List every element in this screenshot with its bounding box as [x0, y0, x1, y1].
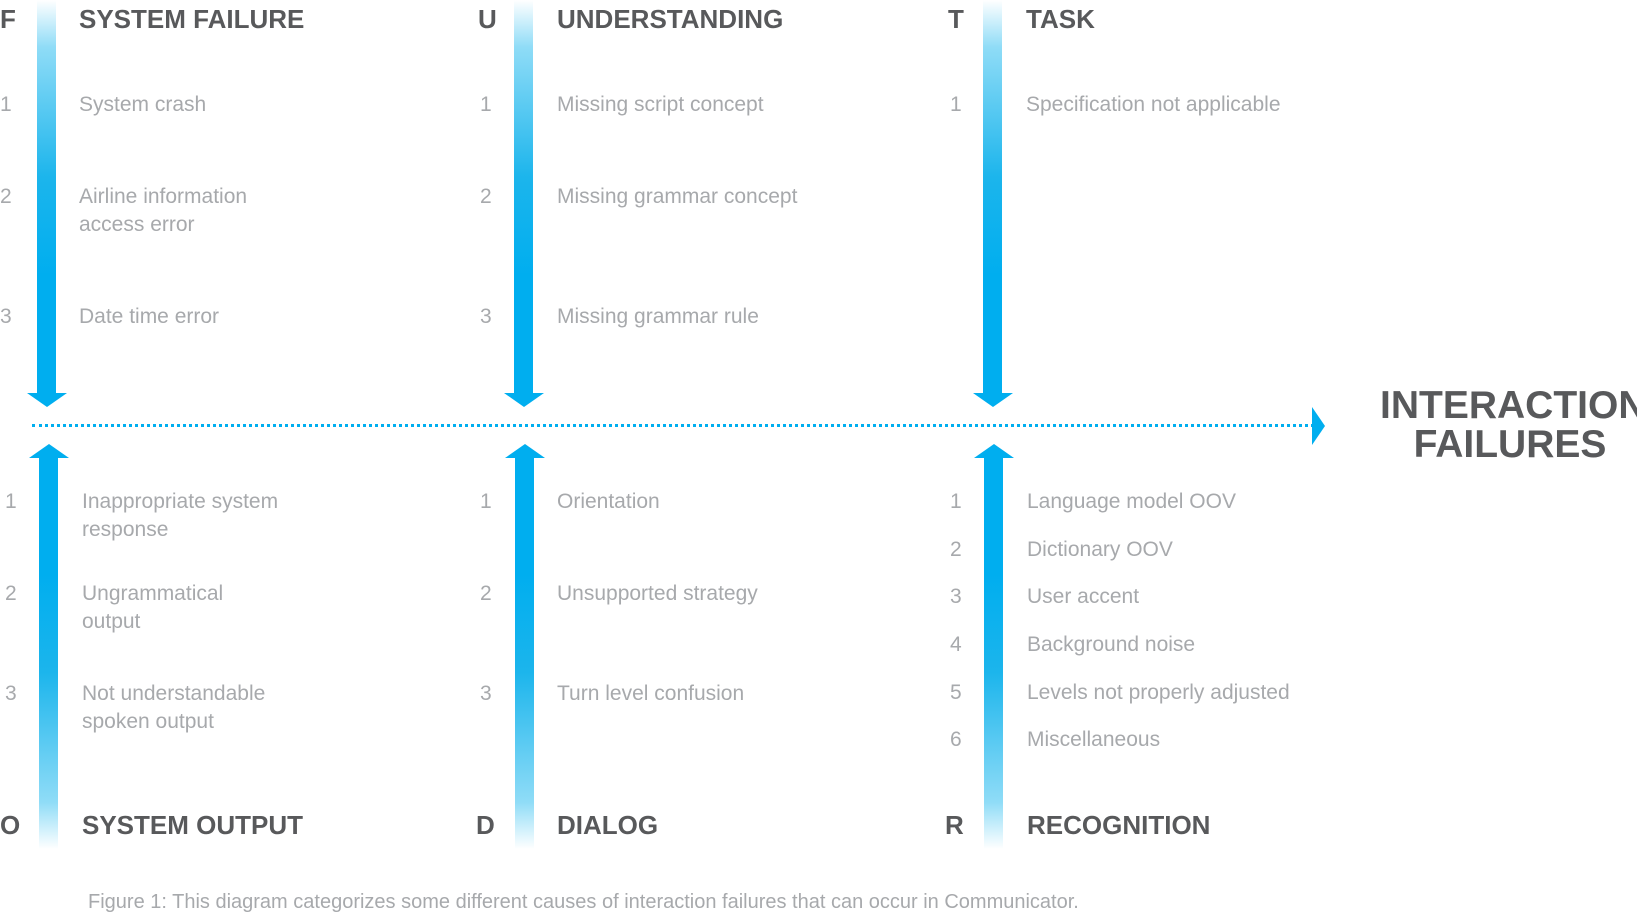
cause-label: Dictionary OOV [1027, 538, 1173, 561]
cause-number: 6 [950, 728, 962, 751]
cause-label: User accent [1027, 585, 1140, 608]
category-title: RECOGNITION [1027, 810, 1211, 840]
cause-number: 1 [950, 93, 962, 116]
figure-caption: Figure 1: This diagram categorizes some … [88, 891, 1079, 913]
cause-label: Missing grammar concept [557, 185, 798, 208]
axis-arrowhead-icon [1312, 407, 1325, 445]
cause-label: Missing script concept [557, 93, 764, 116]
cause-number: 1 [0, 93, 12, 116]
category-title: DIALOG [557, 810, 659, 840]
up-arrow-shaft [515, 457, 534, 849]
cause-label: spoken output [82, 710, 214, 733]
up-arrowhead-icon [974, 444, 1014, 458]
category-title: TASK [1026, 4, 1095, 34]
outcome-line-2: FAILURES [1413, 423, 1607, 466]
cause-number: 1 [480, 93, 492, 116]
category-title: SYSTEM FAILURE [79, 4, 305, 34]
up-arrowhead-icon [29, 444, 69, 458]
up-arrow-shaft [984, 457, 1003, 849]
down-arrowhead-icon [27, 393, 67, 407]
cause-number: 3 [480, 305, 492, 328]
down-arrowhead-icon [973, 393, 1013, 407]
cause-number: 3 [950, 585, 962, 608]
category-letter: O [0, 810, 21, 840]
cause-label: Background noise [1027, 633, 1196, 656]
cause-label: Not understandable [82, 682, 266, 705]
cause-number: 3 [0, 305, 12, 328]
category-title: SYSTEM OUTPUT [82, 810, 304, 840]
category-letter: U [478, 4, 497, 34]
category-title: UNDERSTANDING [557, 4, 784, 34]
category-letter: R [945, 810, 964, 840]
down-arrowhead-icon [504, 393, 544, 407]
category-letter: T [948, 4, 964, 34]
cause-number: 3 [480, 682, 492, 705]
category-letter: D [476, 810, 495, 840]
down-arrow-shaft [983, 0, 1002, 394]
cause-number: 1 [5, 490, 17, 513]
cause-number: 2 [480, 185, 492, 208]
main-axis-dotted-line [32, 424, 1314, 427]
cause-label: Unsupported strategy [557, 582, 758, 605]
cause-number: 4 [950, 633, 962, 656]
cause-label: output [82, 610, 141, 633]
outcome-line-1: INTERACTION [1380, 384, 1637, 427]
up-arrowhead-icon [505, 444, 545, 458]
outcome-label: INTERACTION FAILURES [1380, 386, 1637, 464]
cause-label: Inappropriate system [82, 490, 279, 513]
cause-label: Specification not applicable [1026, 93, 1281, 116]
cause-label: Missing grammar rule [557, 305, 759, 328]
cause-label: response [82, 518, 169, 541]
cause-number: 3 [5, 682, 17, 705]
cause-label: Language model OOV [1027, 490, 1236, 513]
cause-number: 1 [480, 490, 492, 513]
cause-number: 2 [480, 582, 492, 605]
cause-label: Ungrammatical [82, 582, 224, 605]
cause-number: 2 [950, 538, 962, 561]
cause-label: access error [79, 213, 195, 236]
cause-label: Miscellaneous [1027, 728, 1161, 751]
cause-label: System crash [79, 93, 207, 116]
cause-number: 2 [0, 185, 12, 208]
up-arrow-shaft [39, 457, 58, 849]
cause-number: 2 [5, 582, 17, 605]
cause-number: 1 [950, 490, 962, 513]
down-arrow-shaft [37, 0, 56, 394]
cause-label: Airline information [79, 185, 248, 208]
cause-label: Date time error [79, 305, 220, 328]
category-letter: F [0, 4, 16, 34]
cause-number: 5 [950, 681, 962, 704]
cause-label: Levels not properly adjusted [1027, 681, 1290, 704]
cause-label: Turn level confusion [557, 682, 745, 705]
down-arrow-shaft [514, 0, 533, 394]
cause-label: Orientation [557, 490, 660, 513]
